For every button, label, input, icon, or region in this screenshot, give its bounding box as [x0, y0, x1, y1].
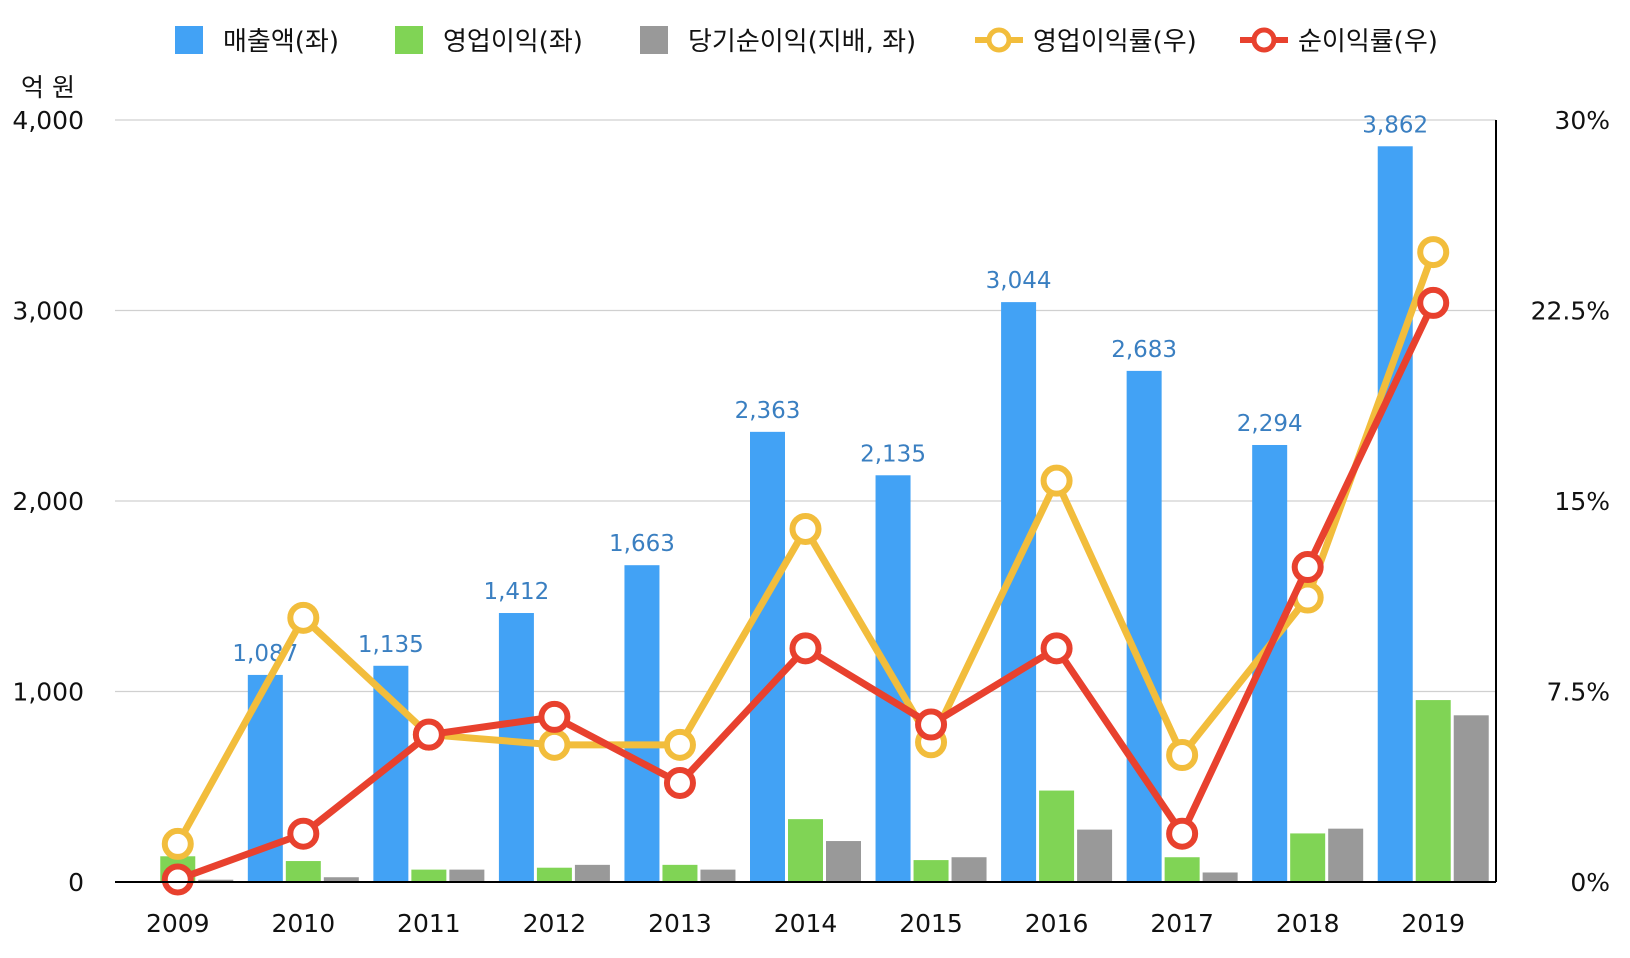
line-영업이익률(우) [174, 248, 1437, 848]
bar-당기순이익(지배, 좌)-2012 [574, 864, 610, 882]
bar-data-label: 3,044 [986, 268, 1052, 294]
bar-영업이익(좌)-2017 [1164, 857, 1200, 882]
line-point-영업이익률(우)-2009 [161, 827, 194, 860]
x-tick-label: 2010 [272, 909, 336, 938]
right-tick-label: 30% [1554, 106, 1610, 135]
line-point-영업이익률(우)-2016 [1040, 464, 1073, 497]
right-axis-ticks: 0% 7.5% 15% 22.5% 30% [1531, 106, 1610, 897]
bar-영업이익(좌)-2013 [662, 864, 698, 882]
legend-swatch-영업이익(좌) [395, 26, 423, 54]
line-point-순이익률(우)-2011 [412, 718, 445, 751]
x-tick-label: 2014 [774, 909, 838, 938]
bar-영업이익(좌)-2014 [788, 819, 823, 882]
bar-당기순이익(지배, 좌)-2019 [1453, 715, 1489, 882]
x-axis-ticks: 2009 2010 2011 2012 2013 2014 2015 2016 2017 2018… [146, 909, 1465, 938]
x-tick-label: 2017 [1150, 909, 1214, 938]
x-tick-label: 2011 [397, 909, 461, 938]
bar-매출액(좌)-2019 [1377, 146, 1413, 882]
bar-당기순이익(지배, 좌)-2017 [1202, 872, 1238, 882]
right-tick-label: 15% [1554, 487, 1610, 516]
line-point-순이익률(우)-2017 [1166, 817, 1199, 850]
legend-swatch-당기순이익(지배, 좌) [640, 26, 668, 54]
line-series [161, 236, 1450, 896]
legend-label: 매출액(좌) [223, 27, 339, 57]
left-axis-ticks: 0 1,000 2,000 3,000 4,000 [12, 106, 84, 897]
bar-영업이익(좌)-2015 [913, 860, 949, 882]
x-tick-label: 2009 [146, 909, 210, 938]
x-tick-label: 2013 [648, 909, 712, 938]
line-point-순이익률(우)-2012 [538, 700, 571, 733]
bar-data-label: 3,862 [1362, 112, 1428, 138]
line-point-영업이익률(우)-2012 [538, 728, 571, 761]
legend-label: 순이익률(우) [1298, 27, 1438, 57]
line-point-순이익률(우)-2014 [789, 632, 822, 665]
bar-당기순이익(지배, 좌)-2011 [449, 869, 485, 882]
left-tick-label: 3,000 [12, 297, 84, 326]
legend: 매출액(좌) 영업이익(좌) 당기순이익(지배, 좌) 영업이익률(우) 순이익률(우) [175, 26, 1438, 57]
bar-당기순이익(지배, 좌)-2009 [198, 879, 234, 882]
left-tick-label: 2,000 [12, 487, 84, 516]
bar-당기순이익(지배, 좌)-2010 [323, 877, 359, 882]
axes [115, 120, 1497, 883]
bar-data-label: 2,135 [860, 441, 926, 467]
bar-영업이익(좌)-2016 [1039, 790, 1075, 882]
bar-당기순이익(지배, 좌)-2018 [1328, 828, 1364, 882]
bar-data-label: 1,663 [609, 531, 675, 557]
bar-영업이익(좌)-2019 [1415, 700, 1451, 882]
bar-당기순이익(지배, 좌)-2015 [951, 857, 987, 882]
right-tick-label: 22.5% [1531, 297, 1610, 326]
line-point-순이익률(우)-2010 [287, 817, 320, 850]
line-point-순이익률(우)-2009 [161, 863, 194, 896]
bar-당기순이익(지배, 좌)-2014 [826, 841, 861, 882]
legend-swatch-매출액(좌) [175, 26, 203, 54]
left-tick-label: 4,000 [12, 106, 84, 135]
bar-영업이익(좌)-2010 [285, 861, 321, 882]
bar-당기순이익(지배, 좌)-2016 [1077, 829, 1113, 882]
x-tick-label: 2019 [1401, 909, 1465, 938]
x-tick-label: 2018 [1276, 909, 1340, 938]
bar-영업이익(좌)-2011 [411, 869, 447, 882]
x-tick-label: 2016 [1025, 909, 1089, 938]
legend-marker-순이익률(우) [1251, 27, 1277, 53]
unit-label: 억 원 [21, 73, 75, 102]
line-point-영업이익률(우)-2019 [1417, 236, 1450, 269]
bar-매출액(좌)-2013 [624, 565, 660, 882]
line-point-순이익률(우)-2015 [915, 708, 948, 741]
bar-data-label: 1,135 [358, 632, 424, 658]
line-point-영업이익률(우)-2017 [1166, 739, 1199, 771]
right-tick-label: 7.5% [1546, 678, 1610, 707]
x-tick-label: 2015 [899, 909, 963, 938]
bar-data-labels: 1,087 1,1351,4121,6632,3632,1353,0442,683… [232, 112, 1428, 667]
line-point-순이익률(우)-2019 [1417, 286, 1450, 319]
legend-label: 당기순이익(지배, 좌) [688, 27, 916, 57]
left-tick-label: 1,000 [12, 678, 84, 707]
line-point-순이익률(우)-2013 [663, 766, 696, 799]
bar-매출액(좌)-2014 [750, 431, 785, 882]
line-point-영업이익률(우)-2010 [287, 601, 320, 634]
bar-영업이익(좌)-2018 [1290, 833, 1326, 882]
bar-영업이익(좌)-2012 [536, 867, 572, 882]
x-tick-label: 2012 [523, 909, 587, 938]
legend-label: 영업이익률(우) [1033, 27, 1197, 57]
line-point-순이익률(우)-2018 [1291, 551, 1324, 584]
right-tick-label: 0% [1570, 868, 1610, 897]
line-point-영업이익률(우)-2014 [789, 512, 822, 545]
bar-data-label: 2,294 [1237, 411, 1303, 437]
line-순이익률(우) [174, 299, 1437, 883]
bar-매출액(좌)-2017 [1126, 370, 1162, 882]
bar-data-label: 1,412 [483, 579, 549, 605]
left-tick-label: 0 [68, 868, 84, 897]
bar-data-label: 2,683 [1111, 337, 1177, 363]
line-point-영업이익률(우)-2013 [663, 728, 696, 761]
legend-label: 영업이익(좌) [443, 27, 583, 57]
line-point-순이익률(우)-2016 [1040, 632, 1073, 665]
bar-data-label: 2,363 [735, 398, 801, 424]
bar-당기순이익(지배, 좌)-2013 [700, 869, 736, 882]
bar-매출액(좌)-2012 [498, 613, 534, 882]
bar-series [160, 146, 1489, 882]
legend-marker-영업이익률(우) [986, 27, 1012, 53]
